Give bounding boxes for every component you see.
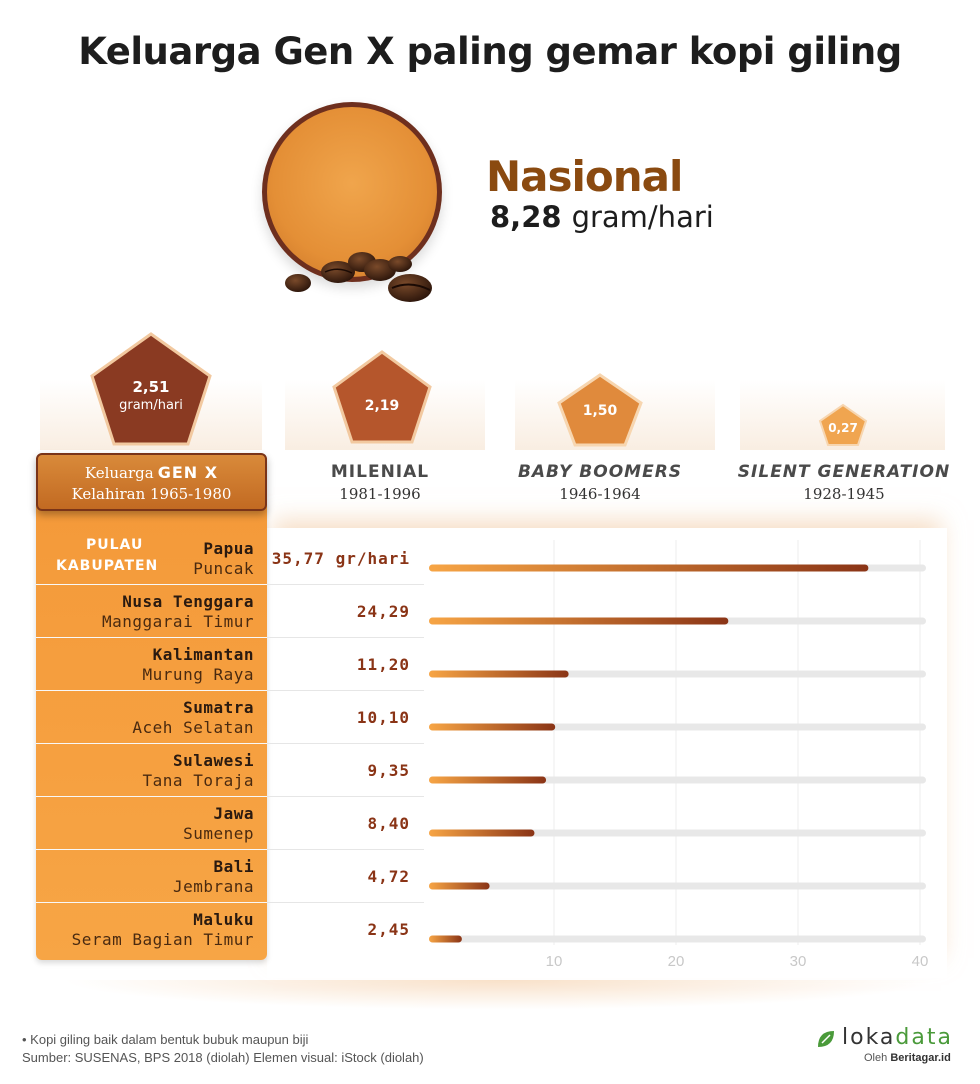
- milenial-pentagon: [332, 350, 432, 444]
- value-label: 11,20: [356, 655, 410, 674]
- region-name: Jawa: [213, 804, 254, 823]
- region-name: Maluku: [193, 910, 254, 929]
- milenial-pentagon-value: 2,19: [364, 398, 400, 414]
- logo-suffix: data: [895, 1025, 953, 1050]
- table-row: Kalimantan Murung Raya 11,20: [36, 638, 424, 691]
- silent-name: SILENT GENERATION: [737, 462, 951, 482]
- x-tick-label: 40: [912, 953, 929, 970]
- lokadata-leaf-icon: [818, 1031, 834, 1047]
- bar-nusa-tenggara: [429, 617, 729, 625]
- coffee-cup-image: [262, 102, 442, 282]
- kabupaten-name: Jembrana: [172, 877, 254, 896]
- lokadata-logo: lokadata Oleh Beritagar.id: [812, 1025, 962, 1069]
- region-name: Kalimantan: [152, 645, 254, 664]
- genx-label-line1: Keluarga GEN X: [38, 463, 265, 482]
- value-label: 24,29: [356, 602, 410, 621]
- bar-track: [429, 776, 926, 784]
- table-row: Maluku Seram Bagian Timur 2,45: [36, 903, 424, 956]
- region-panel: [36, 505, 267, 960]
- kabupaten-name: Tana Toraja: [142, 771, 254, 790]
- genx-years: Kelahiran 1965-1980: [71, 485, 232, 503]
- genx-pentagon-value: 2,51: [132, 378, 170, 396]
- value-label: 2,45: [367, 920, 410, 939]
- bar-sumatra: [429, 723, 556, 731]
- table-row: Papua Puncak 35,77 gr/hari: [36, 532, 424, 585]
- silent-years: 1928-1945: [803, 485, 885, 503]
- kabupaten-name: Sumenep: [183, 824, 254, 843]
- logo-byline: Oleh Beritagar.id: [864, 1052, 951, 1064]
- silent-pentagon-value: 0,27: [828, 421, 858, 435]
- national-unit: gram/hari: [571, 200, 714, 234]
- chart-title: Keluarga Gen X paling gemar kopi giling: [78, 30, 902, 73]
- table-row: Sumatra Aceh Selatan 10,10: [36, 691, 424, 744]
- footnote: • Kopi giling baik dalam bentuk bubuk ma…: [22, 1032, 309, 1047]
- value-label: 4,72: [367, 867, 410, 886]
- milenial-years: 1981-1996: [339, 485, 421, 503]
- boomers-name: BABY BOOMERS: [517, 462, 683, 482]
- bar-kalimantan: [429, 670, 569, 678]
- row-divider-panel: [36, 584, 267, 585]
- kabupaten-name: Murung Raya: [142, 665, 254, 684]
- silent-pentagon: [818, 403, 868, 446]
- kabupaten-name: Manggarai Timur: [102, 612, 254, 631]
- genx-pentagon-unit: gram/hari: [119, 398, 183, 413]
- table-row: Jawa Sumenep 8,40: [36, 797, 424, 850]
- genx-prefix: Keluarga: [84, 464, 154, 482]
- table-row: Bali Jembrana 4,72: [36, 850, 424, 903]
- chart-area: [267, 528, 947, 978]
- region-name: Papua: [203, 539, 254, 558]
- genx-name: GEN X: [157, 463, 219, 482]
- lokadata-wordmark: lokadata: [842, 1025, 953, 1050]
- table-row: Nusa Tenggara Manggarai Timur 24,29: [36, 585, 424, 638]
- header-kabupaten: KABUPATEN: [56, 558, 159, 574]
- bar-papua: [429, 564, 869, 572]
- kabupaten-name: Puncak: [193, 559, 254, 578]
- bar-track: [429, 935, 926, 943]
- row-divider-panel: [36, 743, 267, 744]
- row-divider-panel: [36, 637, 267, 638]
- source-note: Sumber: SUSENAS, BPS 2018 (diolah) Eleme…: [22, 1050, 424, 1065]
- bar-maluku: [429, 935, 462, 943]
- bottom-glow: [60, 980, 940, 1010]
- coffee-beans-image: [285, 252, 432, 302]
- logo-by: Oleh: [864, 1052, 888, 1064]
- row-divider-panel: [36, 849, 267, 850]
- bar-track: [429, 882, 926, 890]
- value-label: 35,77 gr/hari: [271, 549, 410, 568]
- boomers-pentagon: [557, 373, 643, 447]
- region-name: Sumatra: [183, 698, 254, 717]
- genx-label-box: Keluarga GEN X Kelahiran 1965-1980: [36, 453, 267, 511]
- value-label: 10,10: [356, 708, 410, 727]
- kabupaten-name: Seram Bagian Timur: [71, 930, 254, 949]
- header-pulau: PULAU: [86, 537, 144, 553]
- row-divider-panel: [36, 690, 267, 691]
- table-row: Sulawesi Tana Toraja 9,35: [36, 744, 424, 797]
- x-tick-label: 30: [790, 953, 807, 970]
- national-number: 8,28: [490, 200, 562, 234]
- milenial-name: MILENIAL: [330, 462, 430, 482]
- x-tick-label: 20: [668, 953, 685, 970]
- row-divider-panel: [36, 796, 267, 797]
- boomers-years: 1946-1964: [559, 485, 641, 503]
- x-tick-label: 10: [546, 953, 563, 970]
- boomers-pentagon-value: 1,50: [582, 403, 618, 419]
- genx-pentagon: [90, 332, 212, 446]
- bar-sulawesi: [429, 776, 547, 784]
- logo-prefix: loka: [842, 1025, 896, 1050]
- kabupaten-name: Aceh Selatan: [132, 718, 254, 737]
- logo-brand: Beritagar.id: [890, 1052, 951, 1064]
- region-name: Nusa Tenggara: [122, 592, 254, 611]
- national-value: 8,28 gram/hari: [490, 200, 714, 234]
- bar-jawa: [429, 829, 535, 837]
- bar-track: [429, 829, 926, 837]
- row-divider-panel: [36, 902, 267, 903]
- value-label: 8,40: [367, 814, 410, 833]
- region-name: Bali: [213, 857, 254, 876]
- national-label: Nasional: [486, 152, 683, 201]
- value-label: 9,35: [367, 761, 410, 780]
- region-name: Sulawesi: [172, 751, 254, 770]
- bar-bali: [429, 882, 490, 890]
